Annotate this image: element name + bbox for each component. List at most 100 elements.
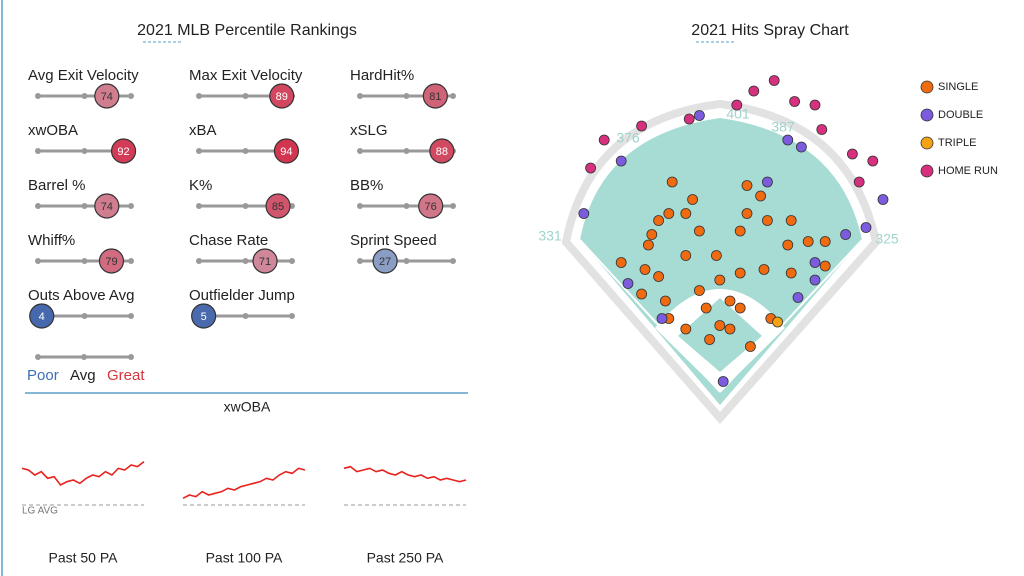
- percentile-marker: [29, 303, 55, 329]
- metric-name: Outs Above Avg: [28, 287, 134, 304]
- hit: [615, 257, 627, 268]
- hit: [782, 134, 794, 146]
- track-dot: [196, 203, 202, 209]
- track-dot: [357, 93, 363, 99]
- percentile-value: 85: [272, 201, 284, 213]
- percentile-marker: [94, 83, 120, 109]
- hit: [646, 229, 658, 240]
- track-dot: [357, 203, 363, 209]
- percentile-marker: [94, 193, 120, 219]
- percentile-marker: [269, 83, 295, 109]
- hit: [860, 222, 872, 233]
- track-dot: [403, 148, 410, 154]
- hit: [622, 278, 634, 289]
- track-dot: [128, 203, 134, 209]
- hit: [772, 316, 783, 328]
- percentile-value: 4: [39, 311, 45, 323]
- hit: [853, 176, 865, 188]
- percentile-marker: [429, 138, 455, 164]
- hit: [762, 176, 773, 188]
- track-dot: [357, 258, 363, 264]
- hit: [748, 85, 760, 97]
- track-dot: [242, 93, 249, 99]
- hit: [585, 162, 596, 174]
- metric-name: HardHit%: [350, 67, 414, 84]
- baseline-label: LG AVG: [22, 506, 58, 517]
- track-dot: [289, 258, 295, 264]
- percentile-marker: [98, 248, 125, 274]
- track-dot: [403, 258, 410, 264]
- track-dot: [196, 148, 202, 154]
- scale-poor: Poor: [27, 367, 59, 384]
- hit: [714, 274, 726, 286]
- hit: [741, 208, 753, 219]
- hit: [700, 302, 712, 314]
- hit: [847, 148, 858, 160]
- metric-name: Whiff%: [28, 232, 75, 249]
- track-dot: [81, 258, 88, 264]
- track-dot: [403, 203, 410, 209]
- field: [561, 99, 881, 425]
- trend-title: xwOBA: [224, 399, 271, 415]
- hit: [704, 334, 715, 345]
- hit: [636, 288, 647, 300]
- spray-title: 2021 Hits Spray Chart: [691, 22, 849, 39]
- track-dot: [81, 148, 88, 154]
- metric-name: Max Exit Velocity: [189, 67, 303, 84]
- metric-name: Chase Rate: [189, 232, 268, 249]
- hit: [809, 99, 821, 111]
- hit: [816, 124, 828, 135]
- track-dot: [242, 203, 249, 209]
- percentile-value: 94: [280, 146, 292, 158]
- legend-swatch: [920, 108, 934, 122]
- hit: [694, 225, 705, 237]
- legend-swatch: [920, 80, 934, 94]
- hit: [656, 313, 668, 324]
- percentile-value: 88: [436, 146, 448, 158]
- hit: [785, 215, 797, 226]
- hit: [680, 250, 692, 261]
- track-dot: [35, 203, 41, 209]
- hit: [809, 257, 821, 268]
- hit: [762, 215, 773, 226]
- percentile-value: 27: [379, 256, 391, 268]
- hit: [653, 215, 664, 226]
- hit: [741, 180, 753, 191]
- hit: [731, 99, 743, 111]
- percentile-value: 71: [259, 256, 271, 268]
- fence-distance: 325: [875, 231, 899, 247]
- legend-label: HOME RUN: [938, 165, 998, 177]
- legend-label: TRIPLE: [938, 137, 977, 149]
- hit: [680, 208, 692, 219]
- track-dot: [242, 313, 249, 319]
- track-dot: [128, 93, 134, 99]
- hit: [694, 110, 705, 121]
- percentile-marker: [418, 193, 444, 219]
- hit: [717, 376, 729, 387]
- hit: [819, 260, 831, 272]
- percentile-value: 89: [276, 91, 288, 103]
- scale-track: [35, 354, 134, 360]
- percentile-marker: [273, 138, 300, 164]
- hit: [694, 285, 705, 296]
- scale-great: Great: [107, 367, 145, 384]
- legend-label: DOUBLE: [938, 109, 983, 121]
- hit: [711, 250, 722, 261]
- track-dot: [81, 313, 88, 319]
- track-dot: [35, 93, 41, 99]
- panel-label: Past 250 PA: [367, 550, 444, 566]
- hit: [734, 225, 746, 237]
- track-dot: [128, 258, 134, 264]
- track-dot: [450, 93, 456, 99]
- legend-swatch: [920, 136, 934, 150]
- hit: [768, 75, 780, 86]
- percentile-marker: [372, 248, 398, 274]
- metric-name: Outfielder Jump: [189, 287, 295, 304]
- metric-name: Sprint Speed: [350, 232, 437, 249]
- hit: [687, 194, 698, 205]
- hit: [734, 302, 746, 314]
- hit: [724, 295, 736, 307]
- track-dot: [242, 258, 249, 264]
